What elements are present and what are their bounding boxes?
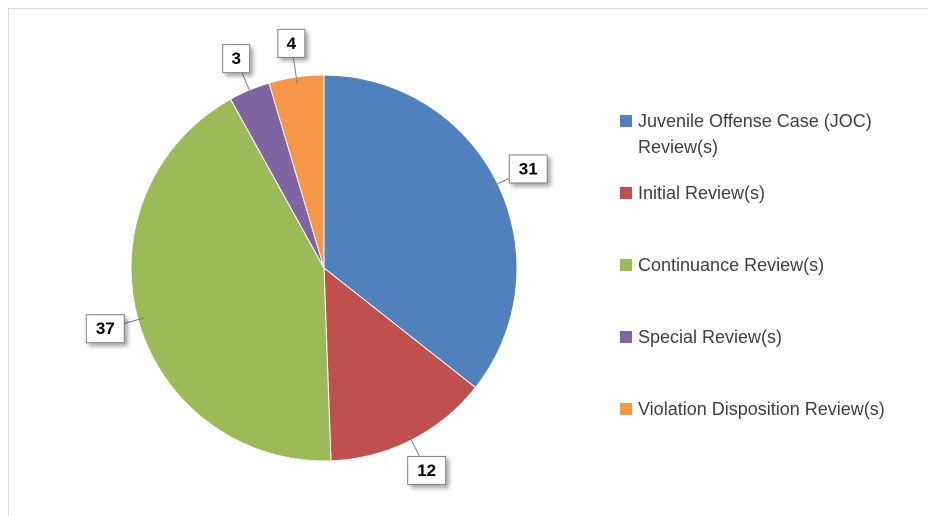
data-label-box <box>508 154 548 184</box>
legend-label: Juvenile Offense Case (JOC) Review(s) <box>638 111 872 157</box>
data-label-box <box>277 28 306 58</box>
legend-label: Violation Disposition Review(s) <box>638 399 885 419</box>
legend-swatch <box>620 403 632 415</box>
legend-label: Initial Review(s) <box>638 183 766 203</box>
data-label: 12 <box>417 461 436 480</box>
data-label-box <box>407 455 447 485</box>
legend-swatch <box>620 115 632 127</box>
legend-swatch <box>620 331 632 343</box>
legend-item: Initial Review(s) <box>620 180 910 252</box>
data-label: 3 <box>231 49 240 68</box>
data-label: 4 <box>287 34 297 53</box>
data-label-box <box>222 44 251 74</box>
legend-swatch <box>620 187 632 199</box>
chart-border <box>8 8 928 516</box>
legend: Juvenile Offense Case (JOC) Review(s) Ini… <box>620 108 910 468</box>
legend-item: Continuance Review(s) <box>620 252 910 324</box>
data-label-box <box>85 314 125 344</box>
legend-swatch <box>620 259 632 271</box>
legend-item: Juvenile Offense Case (JOC) Review(s) <box>620 108 910 180</box>
legend-label: Continuance Review(s) <box>638 255 825 275</box>
data-label: 37 <box>96 319 115 338</box>
legend-item: Violation Disposition Review(s) <box>620 396 910 468</box>
data-label: 31 <box>519 159 538 178</box>
legend-label: Special Review(s) <box>638 327 783 347</box>
legend-item: Special Review(s) <box>620 324 910 396</box>
